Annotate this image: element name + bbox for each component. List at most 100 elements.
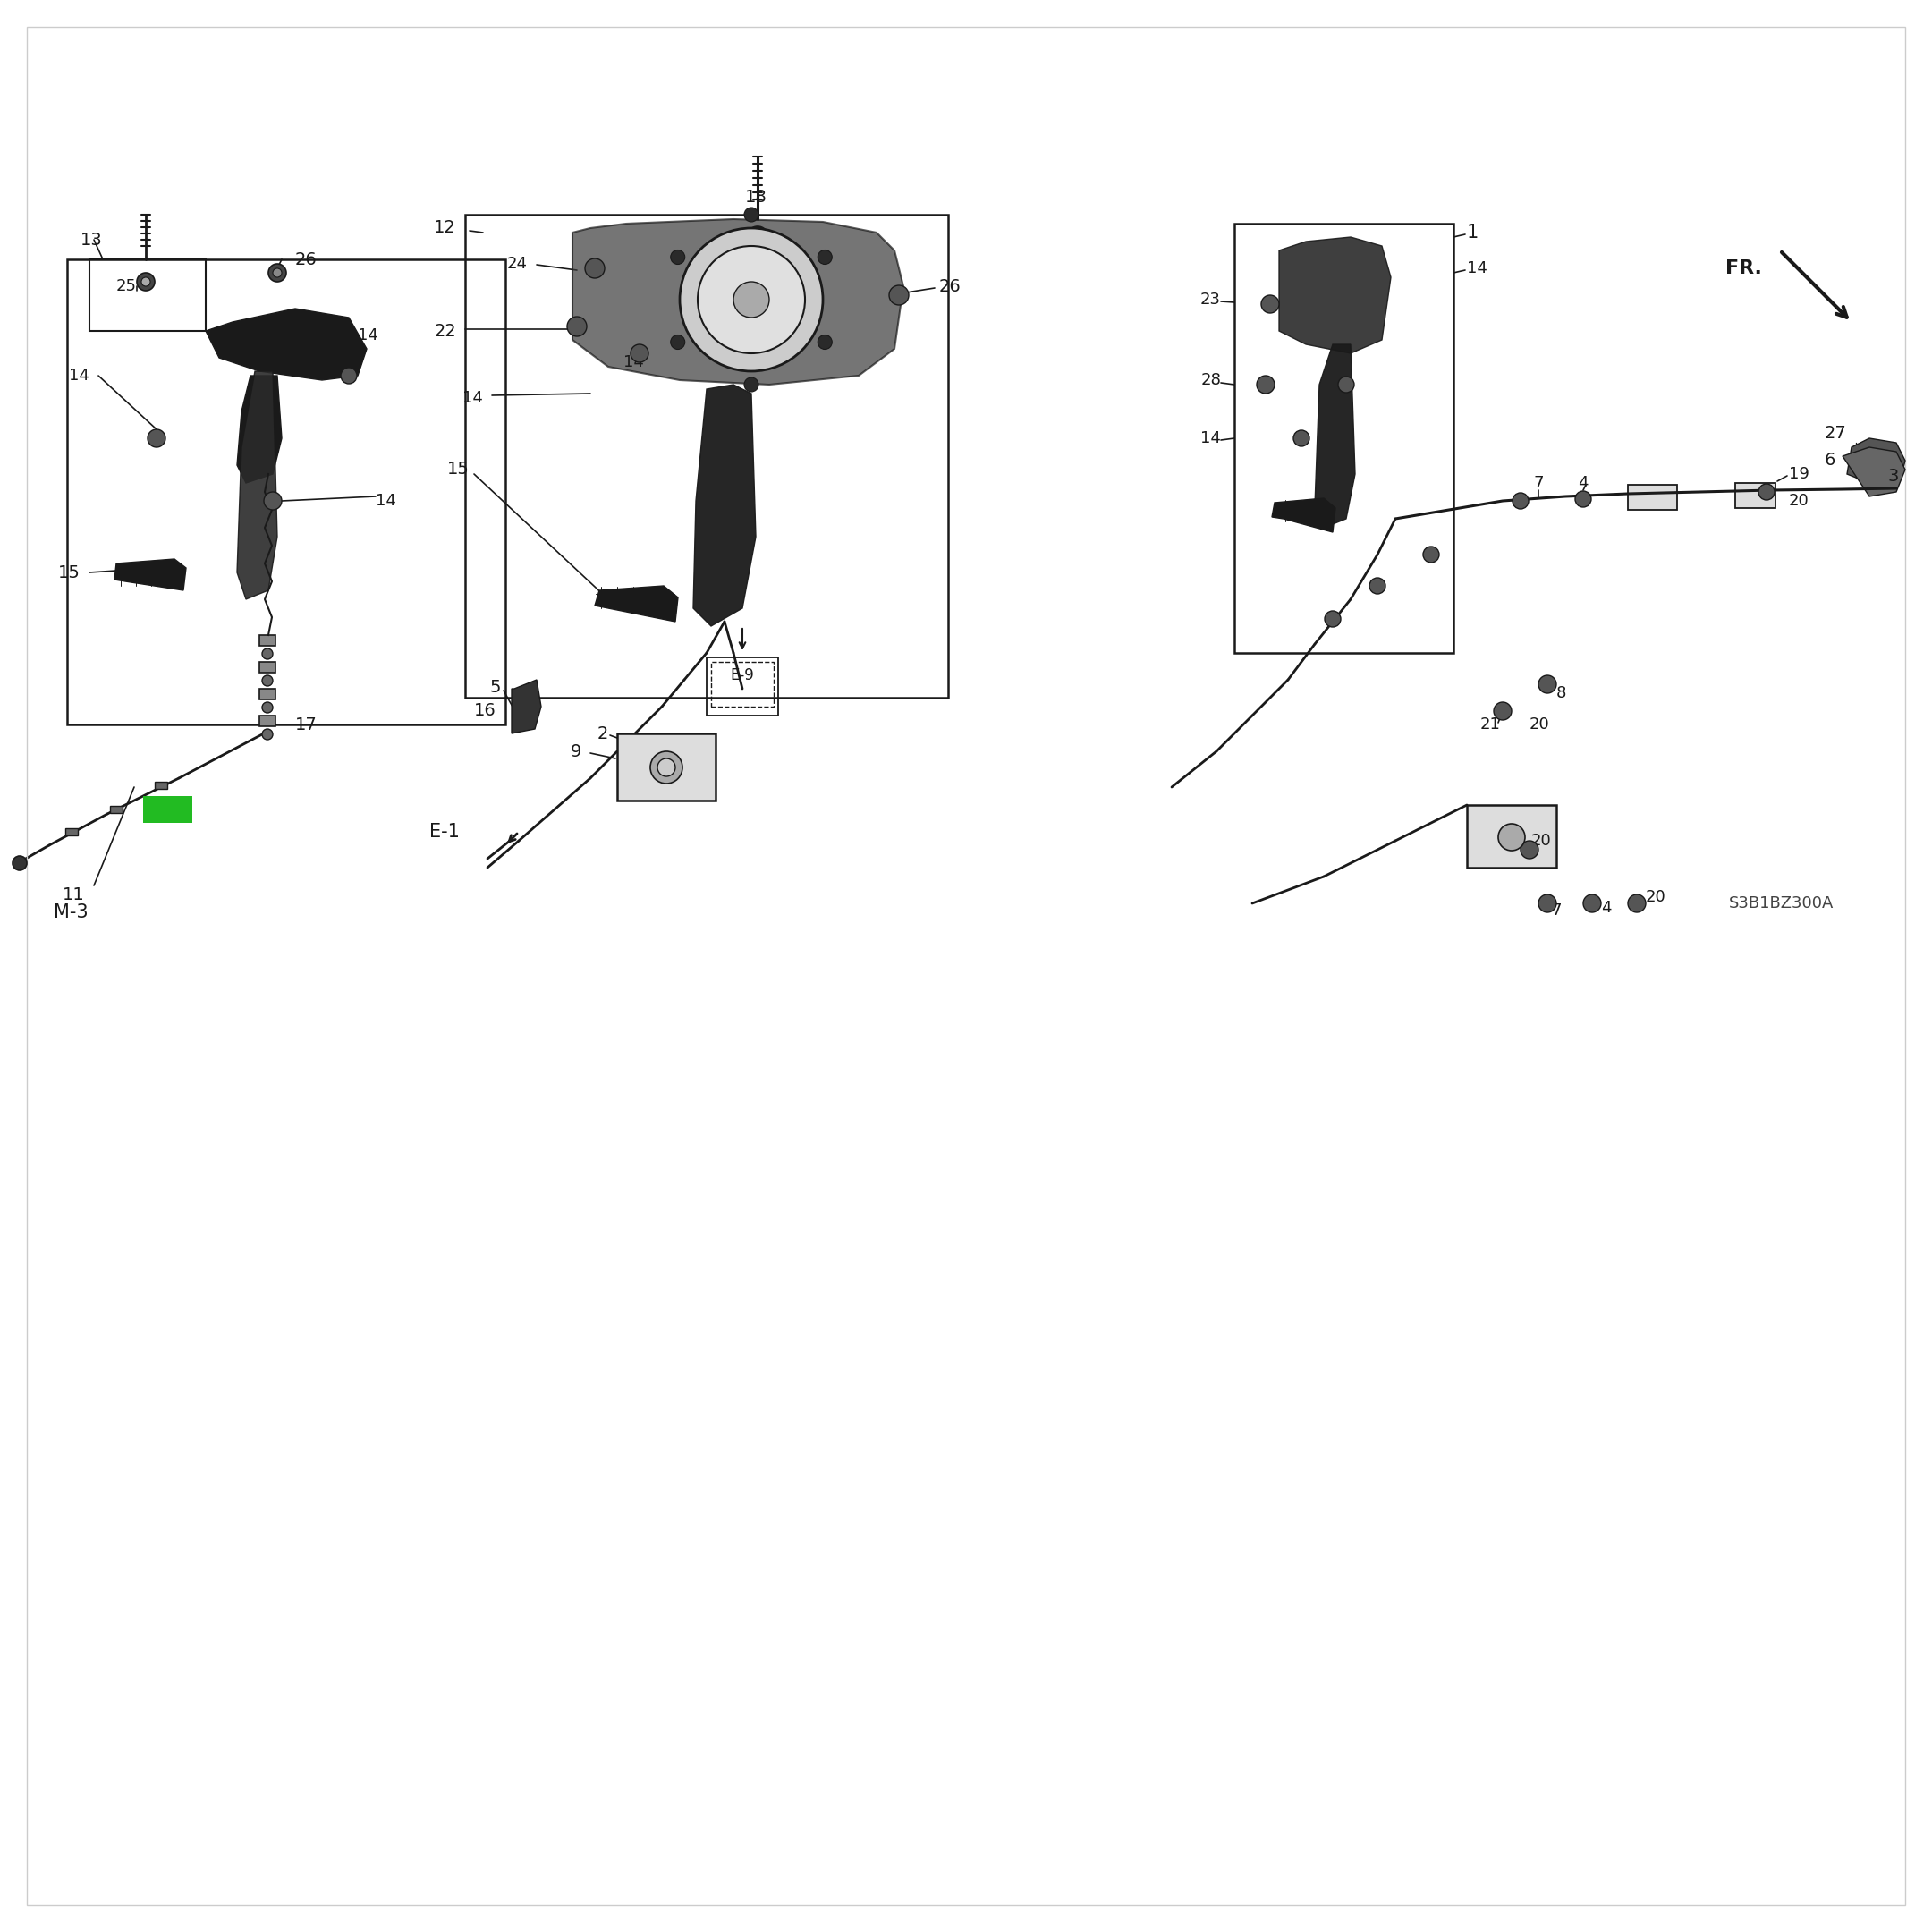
- Circle shape: [269, 265, 286, 282]
- Circle shape: [1538, 676, 1557, 694]
- Polygon shape: [694, 384, 755, 626]
- Circle shape: [263, 649, 272, 659]
- Text: 19: 19: [1789, 466, 1810, 483]
- Polygon shape: [595, 585, 678, 622]
- Text: 20: 20: [1789, 493, 1808, 508]
- Text: 14: 14: [624, 354, 643, 371]
- Text: 5: 5: [489, 678, 500, 696]
- Circle shape: [1262, 296, 1279, 313]
- Text: 7: 7: [1534, 475, 1544, 491]
- Text: 17: 17: [296, 717, 317, 732]
- Text: FR.: FR.: [1725, 259, 1762, 278]
- Text: M-3: M-3: [54, 904, 89, 922]
- Circle shape: [670, 249, 686, 265]
- Circle shape: [1293, 431, 1310, 446]
- Circle shape: [263, 676, 272, 686]
- Circle shape: [1513, 493, 1528, 508]
- Circle shape: [1325, 611, 1341, 628]
- Circle shape: [697, 245, 806, 354]
- Circle shape: [585, 259, 605, 278]
- Text: 18: 18: [744, 187, 767, 205]
- Text: 14: 14: [1466, 261, 1488, 276]
- Text: 14: 14: [70, 367, 89, 384]
- Circle shape: [1497, 823, 1524, 850]
- Text: 13: 13: [81, 232, 102, 247]
- Circle shape: [137, 272, 155, 290]
- Polygon shape: [114, 558, 185, 591]
- Text: 21: 21: [1480, 717, 1501, 732]
- Text: 2: 2: [597, 724, 609, 742]
- Bar: [711, 663, 773, 707]
- Text: 20: 20: [1530, 717, 1549, 732]
- Text: 14: 14: [1200, 431, 1221, 446]
- Text: 25: 25: [116, 278, 137, 294]
- Bar: [143, 796, 193, 823]
- Circle shape: [889, 286, 908, 305]
- Circle shape: [141, 278, 151, 286]
- Text: 22: 22: [435, 323, 456, 340]
- Text: 14: 14: [375, 493, 396, 508]
- Bar: [1735, 483, 1776, 508]
- Text: 16: 16: [473, 703, 497, 719]
- Text: 28: 28: [1200, 373, 1221, 388]
- Polygon shape: [572, 218, 904, 384]
- Circle shape: [272, 269, 282, 278]
- Text: 6: 6: [1824, 452, 1835, 469]
- Circle shape: [680, 228, 823, 371]
- Text: S3B1BZ300A: S3B1BZ300A: [1729, 895, 1833, 912]
- Text: E-9: E-9: [730, 667, 753, 684]
- Bar: [155, 782, 168, 788]
- Circle shape: [1424, 547, 1439, 562]
- Polygon shape: [1847, 439, 1905, 483]
- Circle shape: [1520, 840, 1538, 858]
- Text: 24: 24: [506, 255, 527, 272]
- Circle shape: [1256, 375, 1275, 394]
- Text: 1: 1: [1466, 224, 1478, 242]
- Text: 27: 27: [1824, 425, 1847, 442]
- Circle shape: [1493, 701, 1511, 721]
- Circle shape: [744, 377, 759, 392]
- Polygon shape: [1843, 446, 1905, 497]
- Text: 26: 26: [939, 278, 962, 296]
- Bar: [259, 636, 276, 645]
- Text: 3: 3: [1888, 468, 1899, 485]
- Circle shape: [1575, 491, 1592, 506]
- Polygon shape: [1279, 238, 1391, 354]
- Text: 26: 26: [296, 251, 317, 269]
- Text: 8: 8: [1557, 686, 1567, 701]
- Circle shape: [265, 493, 282, 510]
- Text: 15: 15: [448, 462, 469, 477]
- Circle shape: [1758, 483, 1776, 500]
- Text: 4: 4: [1578, 475, 1588, 491]
- Polygon shape: [1271, 498, 1335, 531]
- Text: 7: 7: [1551, 902, 1563, 918]
- Circle shape: [1370, 578, 1385, 593]
- Circle shape: [340, 367, 357, 384]
- Circle shape: [1339, 377, 1354, 392]
- Polygon shape: [512, 680, 541, 734]
- Circle shape: [651, 752, 682, 784]
- Text: 15: 15: [58, 564, 81, 582]
- Polygon shape: [238, 375, 282, 483]
- Circle shape: [263, 728, 272, 740]
- Bar: [68, 259, 506, 724]
- Text: 11: 11: [64, 887, 85, 902]
- Text: 14: 14: [357, 327, 379, 344]
- Text: 20: 20: [1532, 833, 1551, 848]
- Circle shape: [1538, 895, 1557, 912]
- Text: 20: 20: [1646, 889, 1665, 906]
- Circle shape: [630, 344, 649, 363]
- Circle shape: [657, 759, 676, 777]
- Bar: [1466, 806, 1557, 867]
- Circle shape: [263, 701, 272, 713]
- Bar: [707, 657, 779, 715]
- Bar: [616, 734, 715, 800]
- Polygon shape: [1316, 344, 1354, 527]
- Circle shape: [1582, 895, 1602, 912]
- Polygon shape: [205, 309, 367, 381]
- Bar: [89, 259, 205, 330]
- Bar: [1235, 224, 1453, 653]
- Bar: [466, 214, 949, 697]
- Bar: [110, 806, 122, 813]
- Circle shape: [817, 334, 833, 350]
